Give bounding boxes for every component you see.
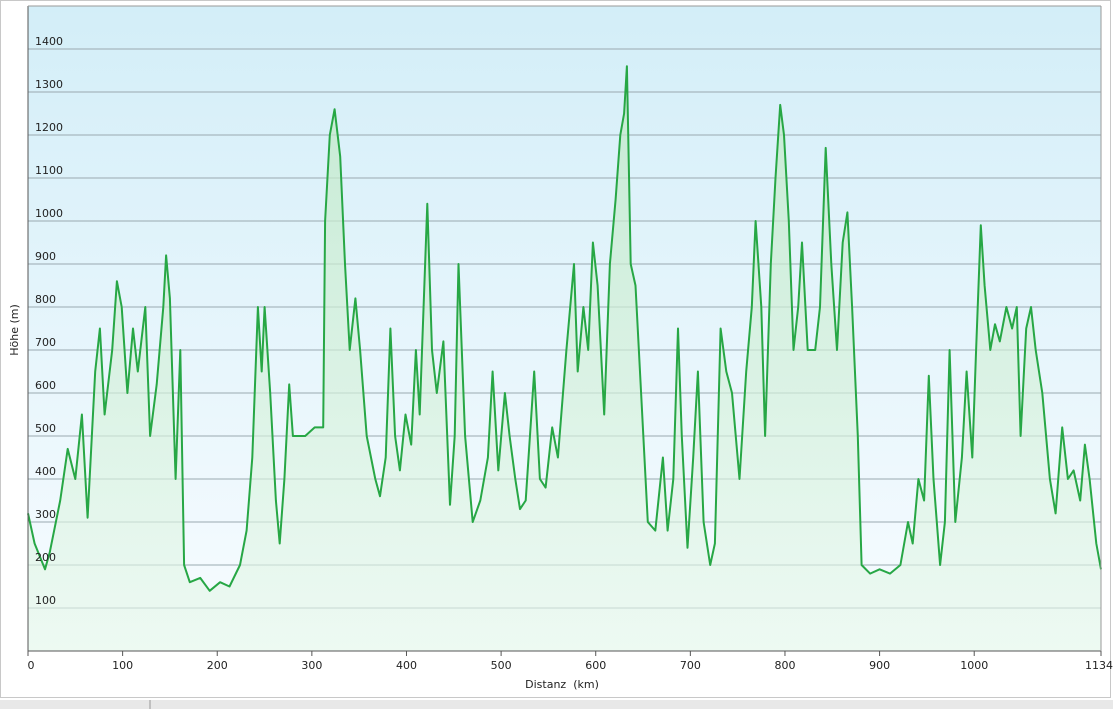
x-tick-label: 300 (301, 659, 322, 672)
x-tick-label: 600 (585, 659, 606, 672)
y-tick-label: 1000 (35, 207, 63, 220)
y-tick-label: 200 (35, 551, 56, 564)
y-tick-label: 500 (35, 422, 56, 435)
x-tick-label: 900 (869, 659, 890, 672)
status-strip (0, 700, 1113, 709)
y-tick-label: 300 (35, 508, 56, 521)
x-tick-label: 200 (207, 659, 228, 672)
y-tick-label: 1300 (35, 78, 63, 91)
y-tick-label: 900 (35, 250, 56, 263)
x-axis-label: Distanz (km) (525, 678, 599, 691)
y-axis-label: Höhe (m) (8, 304, 21, 356)
x-tick-label: 0 (28, 659, 35, 672)
y-tick-label: 1400 (35, 35, 63, 48)
y-tick-label: 400 (35, 465, 56, 478)
y-tick-label: 700 (35, 336, 56, 349)
y-tick-label: 100 (35, 594, 56, 607)
y-tick-label: 1200 (35, 121, 63, 134)
x-tick-label: 800 (774, 659, 795, 672)
y-tick-label: 1100 (35, 164, 63, 177)
x-tick-label: 1134 (1085, 659, 1113, 672)
x-tick-label: 500 (491, 659, 512, 672)
y-tick-label: 800 (35, 293, 56, 306)
y-tick-label: 600 (35, 379, 56, 392)
x-tick-label: 400 (396, 659, 417, 672)
x-tick-label: 1000 (960, 659, 988, 672)
x-tick-label: 100 (112, 659, 133, 672)
x-tick-label: 700 (680, 659, 701, 672)
